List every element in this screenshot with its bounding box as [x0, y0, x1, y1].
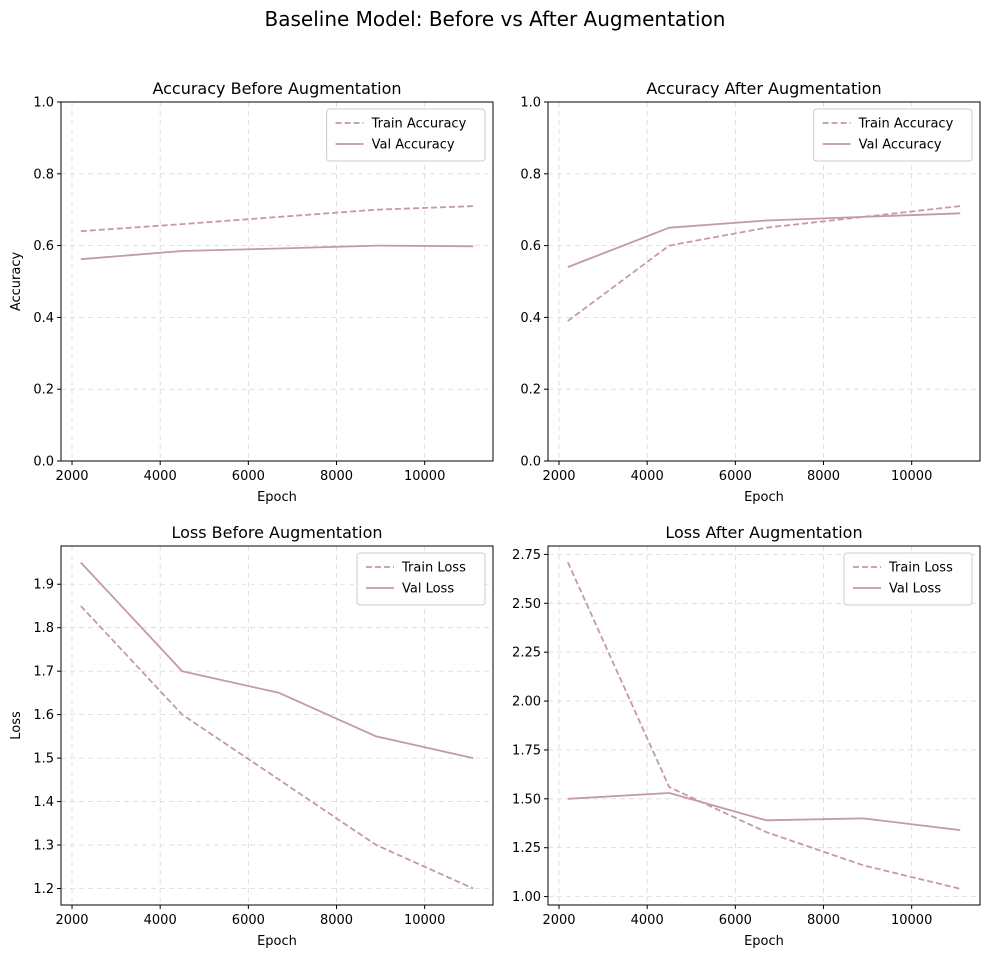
series-line-val-loss	[567, 792, 961, 831]
x-tick-label: 6000	[719, 913, 752, 928]
legend-box	[813, 108, 973, 162]
figure-title: Baseline Model: Before vs After Augmenta…	[265, 7, 726, 31]
legend-box	[326, 108, 486, 162]
y-tick-label: 1.9	[33, 578, 54, 593]
y-tick-label: 0.0	[33, 455, 54, 470]
legend-label: Train Loss	[401, 561, 466, 576]
y-tick-label: 0.8	[520, 167, 541, 182]
x-tick-label: 10000	[891, 469, 932, 484]
y-tick-label: 1.25	[512, 841, 541, 856]
y-tick-label: 0.0	[520, 455, 541, 470]
x-tick-label: 10000	[891, 913, 932, 928]
x-tick-label: 8000	[807, 469, 840, 484]
x-tick-label: 4000	[144, 469, 177, 484]
x-tick-label: 6000	[232, 469, 265, 484]
legend: Train Accuracy Val Accuracy	[326, 108, 486, 162]
subplot-title: Loss After Augmentation	[665, 523, 862, 542]
y-tick-label: 1.6	[33, 708, 54, 723]
subplot-2: 2000 4000 6000 8000 10000 0.0 0.2 0.4 0.6 0.8 1.0 A…	[520, 79, 981, 505]
x-axis-label: Epoch	[257, 490, 297, 505]
y-tick-label: 1.5	[33, 752, 54, 767]
legend: Train Accuracy Val Accuracy	[813, 108, 973, 162]
legend-label: Train Loss	[888, 561, 953, 576]
x-tick-label: 2000	[542, 913, 575, 928]
y-tick-label: 1.4	[33, 795, 54, 810]
x-tick-label: 8000	[320, 913, 353, 928]
series-line-val-accuracy	[80, 244, 474, 261]
legend-box	[843, 552, 973, 606]
x-tick-label: 2000	[55, 913, 88, 928]
legend: Train Loss Val Loss	[843, 552, 973, 606]
y-tick-label: 1.50	[512, 792, 541, 807]
y-tick-label: 0.6	[33, 239, 54, 254]
y-tick-label: 2.25	[512, 646, 541, 661]
y-tick-label: 0.2	[520, 383, 541, 398]
axes-frame	[547, 101, 981, 462]
subplot-3: 2000 4000 6000 8000 10000 1.2 1.3 1.4 1.5 1.6 1.7 1…	[9, 523, 494, 949]
axes-frame	[60, 545, 494, 906]
subplot-1: 2000 4000 6000 8000 10000 0.0 0.2 0.4 0.6 0.8 1.0 A…	[9, 79, 494, 505]
legend: Train Loss Val Loss	[356, 552, 486, 606]
y-tick-label: 1.0	[520, 96, 541, 111]
series-line-val-accuracy	[567, 212, 961, 268]
x-tick-label: 4000	[631, 913, 664, 928]
x-tick-label: 2000	[542, 469, 575, 484]
legend-label: Val Loss	[402, 582, 454, 597]
x-tick-label: 4000	[631, 469, 664, 484]
y-tick-label: 2.50	[512, 597, 541, 612]
series-line-train-loss	[80, 605, 474, 890]
y-axis-label: Accuracy	[9, 252, 24, 312]
x-tick-label: 6000	[232, 913, 265, 928]
y-tick-label: 0.6	[520, 239, 541, 254]
y-axis-label: Loss	[9, 711, 24, 740]
x-tick-label: 6000	[719, 469, 752, 484]
series-line-train-accuracy	[567, 205, 961, 322]
y-tick-label: 1.00	[512, 890, 541, 905]
subplot-title: Accuracy After Augmentation	[646, 79, 881, 98]
x-axis-label: Epoch	[744, 490, 784, 505]
y-tick-label: 0.2	[33, 383, 54, 398]
subplot-title: Loss Before Augmentation	[171, 523, 382, 542]
x-tick-label: 10000	[404, 469, 445, 484]
legend-label: Val Accuracy	[859, 138, 942, 153]
x-tick-label: 8000	[807, 913, 840, 928]
legend-label: Train Accuracy	[858, 117, 954, 132]
legend-box	[356, 552, 486, 606]
y-tick-label: 0.8	[33, 167, 54, 182]
y-tick-label: 2.75	[512, 548, 541, 563]
subplot-title: Accuracy Before Augmentation	[152, 79, 401, 98]
x-axis-label: Epoch	[744, 934, 784, 949]
subplot-4: 2000 4000 6000 8000 10000 1.00 1.25 1.50 1.75 2.0…	[512, 523, 981, 949]
x-axis-label: Epoch	[257, 934, 297, 949]
axes-frame	[547, 545, 981, 906]
y-tick-label: 2.00	[512, 695, 541, 710]
axes-frame	[60, 101, 494, 462]
y-tick-label: 1.7	[33, 665, 54, 680]
series-line-train-loss	[566, 561, 961, 890]
y-tick-label: 1.8	[33, 621, 54, 636]
y-tick-label: 1.75	[512, 743, 541, 758]
legend-label: Train Accuracy	[371, 117, 467, 132]
y-tick-label: 0.4	[520, 311, 541, 326]
series-line-train-accuracy	[80, 205, 474, 233]
x-tick-label: 10000	[404, 913, 445, 928]
y-tick-label: 1.0	[33, 96, 54, 111]
legend-label: Val Accuracy	[372, 138, 455, 153]
legend-label: Val Loss	[889, 582, 941, 597]
x-tick-label: 2000	[55, 469, 88, 484]
y-tick-label: 0.4	[33, 311, 54, 326]
x-tick-label: 8000	[320, 469, 353, 484]
y-tick-label: 1.2	[33, 882, 54, 897]
y-tick-label: 1.3	[33, 839, 54, 854]
x-tick-label: 4000	[144, 913, 177, 928]
